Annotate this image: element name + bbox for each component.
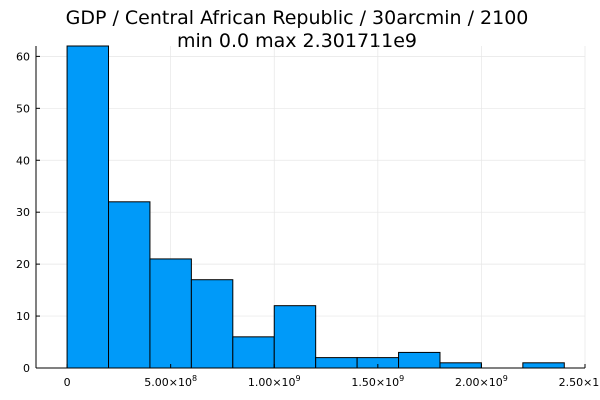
histogram-bar-9 (439, 362, 482, 369)
histogram-bars (66, 45, 565, 369)
y-tick-label-1: 10 (16, 310, 30, 323)
histogram-bar-11 (522, 362, 565, 369)
histogram-bar-4 (232, 336, 275, 369)
y-tick-label-2: 20 (16, 258, 30, 271)
axes (35, 46, 585, 369)
x-tick-label-5: 2.50×109 (559, 374, 600, 389)
y-tick-label-6: 60 (16, 50, 30, 63)
x-tick-label-2: 1.00×109 (248, 374, 301, 389)
chart-title: GDP / Central African Republic / 30arcmi… (66, 7, 529, 29)
x-tick-label-4: 2.00×109 (455, 374, 508, 389)
y-tick-label-3: 30 (16, 206, 30, 219)
x-axis-ticks: 0 5.00×108 1.00×109 1.50×109 2.00×109 2.50×10… (64, 364, 600, 389)
histogram-bar-6 (315, 357, 358, 369)
y-axis-ticks: 0 10 20 30 40 50 60 (16, 50, 40, 375)
histogram-bar-5 (273, 305, 317, 369)
x-tick-label-1: 5.00×108 (144, 374, 197, 389)
histogram-bar-3 (190, 279, 234, 369)
grid-lines (36, 46, 586, 369)
y-tick-label-0: 0 (23, 362, 30, 375)
y-tick-label-4: 40 (16, 154, 30, 167)
histogram-bar-0 (66, 45, 110, 369)
histogram-bar-1 (108, 201, 151, 369)
chart-subtitle: min 0.0 max 2.301711e9 (177, 30, 417, 52)
x-tick-label-0: 0 (64, 376, 71, 389)
histogram-bar-2 (149, 258, 192, 369)
histogram-bar-8 (398, 351, 441, 369)
x-tick-label-3: 1.50×109 (351, 374, 404, 389)
y-tick-label-5: 50 (16, 102, 30, 115)
